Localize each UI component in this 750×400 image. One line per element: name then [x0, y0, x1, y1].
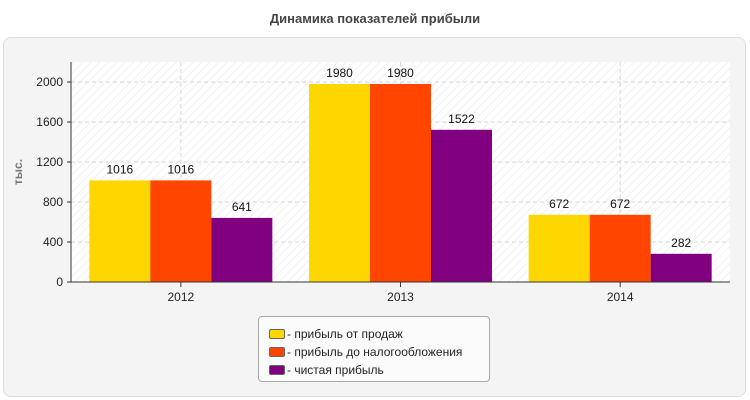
bar	[370, 84, 431, 282]
x-tick-label: 2014	[607, 290, 634, 304]
labels: 0 400 800 1200 1600 2000 2012 2013 2014 1016 1016 6…	[36, 66, 691, 304]
bar	[650, 253, 712, 282]
bar	[150, 180, 212, 282]
bar	[431, 129, 492, 282]
bars	[89, 84, 712, 282]
legend-label: - прибыль от продаж	[287, 327, 403, 341]
bar	[211, 217, 273, 282]
bar-value-label: 672	[610, 197, 630, 211]
bar-value-label: 282	[671, 236, 691, 250]
bar-value-label: 1016	[167, 162, 194, 176]
y-tick-label: 1600	[36, 115, 63, 129]
y-tick-label: 800	[43, 195, 63, 209]
legend-swatch	[269, 329, 285, 339]
bar	[528, 214, 590, 282]
legend-swatch	[269, 365, 285, 375]
bar	[589, 214, 651, 282]
bar-value-label: 1980	[387, 66, 414, 80]
bar-value-label: 1016	[106, 162, 133, 176]
x-tick-label: 2013	[387, 290, 414, 304]
y-tick-label: 0	[56, 275, 63, 289]
bar	[89, 180, 151, 282]
bar-value-label: 641	[232, 200, 252, 214]
x-tick-label: 2012	[167, 290, 194, 304]
legend-label: - чистая прибыль	[287, 363, 384, 377]
chart-title: Динамика показателей прибыли	[269, 11, 481, 26]
y-tick-label: 1200	[36, 155, 63, 169]
legend-item-net-profit[interactable]: - чистая прибыль	[269, 361, 489, 379]
legend: - прибыль от продаж - прибыль до налогоо…	[258, 316, 490, 382]
bar	[309, 84, 370, 282]
bar-value-label: 1980	[326, 66, 353, 80]
y-tick-label: 400	[43, 235, 63, 249]
legend-item-sales-profit[interactable]: - прибыль от продаж	[269, 325, 489, 343]
y-tick-label: 2000	[36, 75, 63, 89]
axes	[67, 62, 730, 287]
legend-label: - прибыль до налогообложения	[287, 345, 463, 359]
bar-value-label: 672	[549, 197, 569, 211]
y-axis-label: тыс.	[11, 159, 25, 185]
legend-swatch	[269, 347, 285, 357]
bar-value-label: 1522	[448, 112, 475, 126]
legend-item-pretax-profit[interactable]: - прибыль до налогообложения	[269, 343, 489, 361]
